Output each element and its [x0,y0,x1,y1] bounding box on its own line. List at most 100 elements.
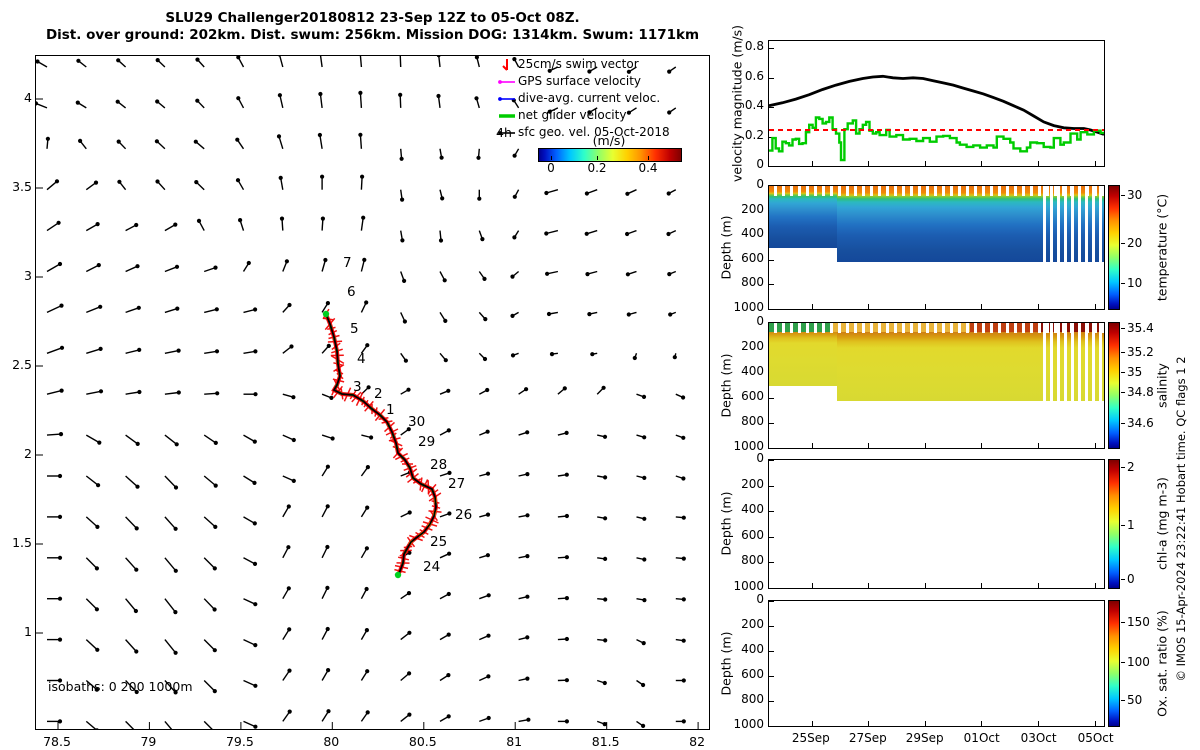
x-tick [811,304,813,309]
vector-arrow-head [625,272,631,277]
colorbar-tick-label: 35.2 [1127,344,1154,359]
time-axis-tick-label: 03Oct [1020,731,1057,745]
vector-arrow-head [173,526,178,531]
vector-arrow-shaft [164,349,179,354]
vector-arrow-head [438,238,444,243]
map-panel[interactable]: 7 6 5 4 3 2 1 30 29 28 27 26 25 24 [35,55,710,730]
vector-arrow-shaft [46,263,61,273]
sparse-profile-stripes [1038,186,1104,263]
vector-arrow-head [173,610,178,615]
vector-arrow-shaft [203,557,216,569]
vector-arrow-shaft [125,475,138,488]
vector-arrow-shaft [438,56,441,68]
depth-ytick-label: 1000 [733,439,764,453]
vector-arrow-shaft [86,306,101,314]
legend-colorbar-tick-label: 0.4 [638,161,658,175]
net-glider-velocity-icon [499,113,515,118]
vector-arrow-head [95,728,99,729]
y-tick [769,107,774,109]
vector-arrow-head [194,180,199,185]
dive-avg-current-icon [498,96,515,101]
vector-arrow-head [235,137,240,142]
vector-arrow-head [407,550,412,555]
depth-ytick-label: 600 [741,667,764,681]
section-data-shallow [769,186,838,249]
velocity-panel[interactable] [768,40,1105,167]
colorbar-tick-label: 100 [1127,655,1150,670]
vector-arrow-head [95,647,100,652]
colorbar-tick [1121,466,1125,468]
vector-arrow-head [330,436,335,441]
vector-arrow-head [134,689,139,695]
vector-arrow-head [287,668,292,673]
vector-arrow-head [407,712,412,717]
vector-arrow-shaft [125,434,139,445]
vector-arrow-head [252,480,257,485]
vector-arrow-shaft [359,56,363,68]
vector-arrow-head [135,264,140,269]
depth-ytick-label: 200 [741,476,764,491]
waypoint-label: 3 [353,379,362,395]
vector-arrow-head [446,428,451,433]
vector-arrow-head [440,196,445,201]
salinity-panel[interactable] [768,322,1105,449]
vector-arrow-head [407,510,412,515]
temperature-panel[interactable] [768,185,1105,310]
x-tick [1038,443,1039,448]
vector-arrow-head [587,312,592,317]
vector-arrow-head [562,386,567,391]
chla-panel[interactable] [768,459,1105,589]
waypoint-label: 6 [347,284,356,300]
vector-arrow-head [57,678,63,683]
oxygen-panel[interactable] [768,600,1105,727]
waypoint-label: 25 [430,534,447,550]
x-tick [981,161,983,166]
vector-arrow-shaft [164,720,173,729]
depth-ytick-label: 800 [741,414,764,428]
vector-arrow-head [212,566,217,571]
legend-entry-label: dive-avg. current veloc. [518,91,661,105]
vector-arrow-shaft [243,598,256,605]
vector-arrow-head [214,349,220,354]
vector-arrow-head [134,526,139,531]
vector-arrow-head [325,301,330,306]
vector-arrow-head [318,91,323,97]
depth-ytick-label: 400 [741,226,764,241]
y-axis-tick-label: 4 [24,90,32,105]
vector-arrow-shaft [203,434,217,444]
vector-arrow-head [439,155,444,160]
depth-ytick-label: 800 [741,692,764,706]
vector-arrow-shaft [203,475,217,487]
vector-arrow-head [358,90,363,95]
x-tick [924,304,926,309]
vector-arrow-shaft [243,434,256,443]
vector-arrow-head [485,512,491,517]
isobaths-label: isobaths: 0 200 1000m [48,679,193,694]
vector-arrow-head [215,391,220,396]
x-axis-tick-label: 79.5 [225,734,254,749]
vector-arrow-head [590,352,595,357]
vector-arrow-head [173,568,178,573]
vector-arrow-head [602,722,607,727]
waypoint-label: 5 [350,321,359,337]
vector-arrow-head [279,216,285,221]
vector-arrow-head [477,196,482,201]
vector-arrow-head [59,388,64,393]
vector-arrow-shaft [125,516,138,529]
colorbar-tick-label: 150 [1127,614,1150,629]
vector-arrow-head [287,302,292,308]
colorbar-tick [1121,242,1125,244]
vector-arrow-head [137,389,142,395]
vector-arrow-head [326,709,331,714]
vector-arrow-head [135,484,140,489]
vector-arrow-shaft [204,392,218,395]
vector-arrow-head [78,138,83,143]
vector-arrow-head [236,56,241,60]
vector-arrow-head [546,311,552,317]
vector-arrow-head [446,714,451,719]
vector-arrow-head [364,300,369,305]
vector-arrow-head [278,175,283,180]
vector-arrow-head [134,567,139,572]
vector-arrow-head [642,516,647,521]
